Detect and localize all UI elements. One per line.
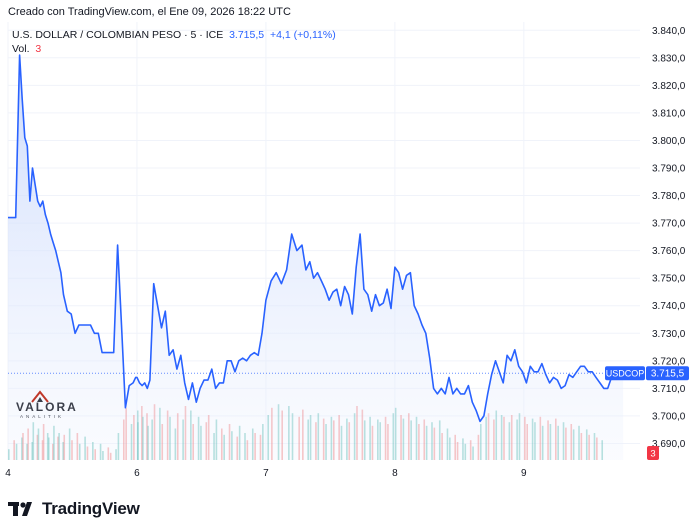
volume-tag-label: 3 (650, 449, 655, 460)
y-tick-label: 3.820,0 (652, 81, 686, 92)
y-tick-label: 3.760,0 (652, 246, 686, 257)
watermark-sub: ANALITIK (20, 414, 65, 419)
legend-change: +4,1 (+0,11%) (269, 29, 336, 41)
price-tag-bg (646, 366, 689, 381)
y-tick-label: 3.780,0 (652, 191, 686, 202)
symbol-legend: U.S. DOLLAR / COLOMBIAN PESO · 5 · ICE 3… (12, 28, 336, 56)
tradingview-logo-icon (8, 502, 32, 516)
x-tick-label: 9 (521, 468, 527, 479)
y-tick-label: 3.790,0 (652, 164, 686, 175)
y-tick-label: 3.810,0 (652, 108, 686, 119)
x-tick-label: 7 (263, 468, 269, 479)
x-tick-label: 4 (5, 468, 11, 479)
valora-logo-icon (31, 390, 49, 403)
watermark-name: VALORA (16, 400, 78, 414)
y-tick-label: 3.830,0 (652, 53, 686, 64)
y-tick-label: 3.730,0 (652, 329, 686, 340)
created-caption: Creado con TradingView.com, el Ene 09, 2… (8, 6, 291, 18)
footer-branding: TradingView (8, 497, 140, 521)
volume-label: Vol. (12, 43, 30, 55)
y-tick-label: 3.700,0 (652, 411, 686, 422)
price-area-fill (8, 55, 624, 460)
symbol-description: U.S. DOLLAR / COLOMBIAN PESO · 5 · ICE (12, 29, 224, 41)
legend-price: 3.715,5 (229, 29, 265, 41)
y-tick-label: 3.840,0 (652, 26, 686, 37)
volume-value: 3 (35, 43, 42, 55)
y-tick-label: 3.750,0 (652, 274, 686, 285)
y-tick-label: 3.690,0 (652, 439, 686, 450)
y-tick-label: 3.770,0 (652, 219, 686, 230)
y-tick-label: 3.720,0 (652, 356, 686, 367)
y-tick-label: 3.710,0 (652, 384, 686, 395)
tradingview-brand: TradingView (42, 499, 140, 518)
volume-tag-bg (647, 446, 659, 460)
series-tag-label: USDCOP (606, 369, 645, 379)
legend-row-volume: Vol. 3 (12, 42, 336, 56)
valora-watermark: VALORA ANALITIK (16, 390, 78, 419)
x-tick-label: 6 (134, 468, 140, 479)
price-line (8, 54, 624, 423)
legend-row-symbol: U.S. DOLLAR / COLOMBIAN PESO · 5 · ICE 3… (12, 28, 336, 42)
x-tick-label: 8 (392, 468, 398, 479)
y-tick-label: 3.800,0 (652, 136, 686, 147)
price-tag-label: 3.715,5 (651, 369, 685, 380)
y-tick-label: 3.740,0 (652, 301, 686, 312)
series-tag-bg (605, 366, 645, 381)
